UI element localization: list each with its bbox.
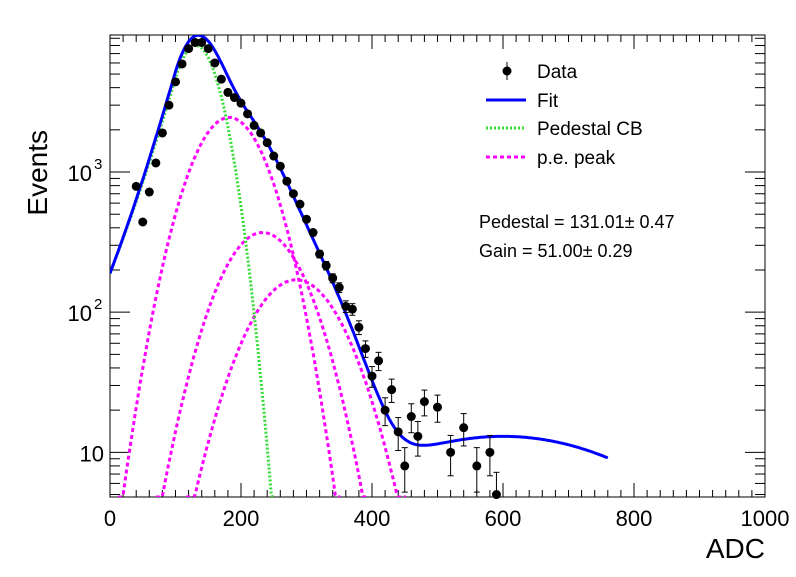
pe-peak-curve-1: [117, 116, 341, 497]
legend-label-pe-peak: p.e. peak: [537, 148, 616, 169]
data-point: [360, 344, 370, 354]
data-point: [229, 93, 239, 103]
data-point: [321, 261, 331, 271]
data-point: [315, 249, 325, 259]
data-point: [485, 447, 495, 457]
x-tick-label: 1000: [741, 506, 790, 531]
y-tick-label: 10: [68, 161, 92, 186]
data-point: [249, 120, 259, 130]
data-point: [295, 199, 305, 209]
data-point: [387, 385, 397, 395]
legend-item-pe-peak: p.e. peak: [486, 148, 616, 169]
legend-item-pedestal: Pedestal CB: [486, 119, 643, 140]
data-point: [282, 176, 292, 186]
data-point: [144, 187, 154, 197]
data-point: [138, 217, 148, 227]
data-point: [308, 228, 318, 238]
x-tick-label: 800: [616, 506, 653, 531]
x-axis-title: ADC: [706, 533, 765, 564]
data-point: [243, 109, 253, 119]
y-tick-exponent: 2: [94, 296, 102, 313]
legend-label-fit: Fit: [537, 91, 559, 112]
data-point: [210, 58, 220, 68]
data-point: [164, 100, 174, 110]
data-point: [171, 77, 180, 87]
legend-data-marker: [502, 66, 512, 76]
pe-peak-curve-3: [186, 278, 407, 497]
y-tick-label: 10: [68, 301, 92, 326]
data-point: [269, 151, 279, 161]
data-point: [184, 44, 194, 54]
data-point: [203, 44, 213, 54]
data-point: [177, 59, 187, 69]
pe-peak-curve-2: [155, 231, 370, 497]
y-tick-exponent: 3: [94, 156, 102, 173]
x-tick-label: 600: [485, 506, 522, 531]
tick-marks: [109, 35, 766, 497]
data-point: [223, 87, 233, 97]
x-tick-label: 0: [104, 506, 116, 531]
y-axis-title: Events: [22, 130, 53, 216]
data-point: [406, 412, 416, 422]
data-point: [334, 282, 344, 292]
data-points: [131, 37, 501, 500]
data-point: [190, 37, 200, 47]
data-point: [400, 461, 410, 471]
annotation-pedestal: Pedestal = 131.01± 0.47: [479, 212, 675, 232]
curves: [110, 35, 609, 497]
data-point: [459, 423, 469, 433]
x-tick-label: 200: [223, 506, 260, 531]
data-point: [262, 138, 272, 148]
data-point: [446, 447, 456, 457]
data-point: [472, 461, 482, 471]
data-point: [216, 74, 226, 84]
y-tick-label: 10: [80, 441, 104, 466]
annotation-gain: Gain = 51.00± 0.29: [479, 241, 633, 261]
legend-label-pedestal: Pedestal CB: [537, 119, 643, 140]
plot-frame: [109, 34, 766, 498]
data-point: [393, 427, 403, 437]
fit-curve: [110, 35, 609, 460]
data-point: [380, 405, 390, 415]
data-point: [354, 322, 364, 332]
legend: Data Fit Pedestal CB p.e. peak: [486, 62, 643, 169]
data-point: [347, 304, 357, 314]
data-point: [288, 189, 298, 199]
data-point: [413, 431, 423, 441]
data-point: [151, 158, 161, 168]
data-point: [275, 161, 285, 171]
data-point: [157, 128, 167, 138]
data-point: [491, 490, 501, 500]
data-point: [367, 371, 377, 381]
data-point: [328, 273, 338, 283]
legend-label-data: Data: [537, 62, 578, 83]
data-point: [131, 181, 141, 191]
data-point: [374, 356, 384, 366]
data-point: [433, 402, 442, 412]
data-point: [419, 397, 429, 407]
legend-item-data: Data: [502, 62, 578, 83]
data-point: [197, 37, 207, 47]
data-point: [302, 214, 311, 224]
legend-item-fit: Fit: [486, 91, 559, 112]
data-point: [236, 98, 246, 108]
x-tick-label: 400: [354, 506, 391, 531]
data-point: [256, 128, 266, 138]
